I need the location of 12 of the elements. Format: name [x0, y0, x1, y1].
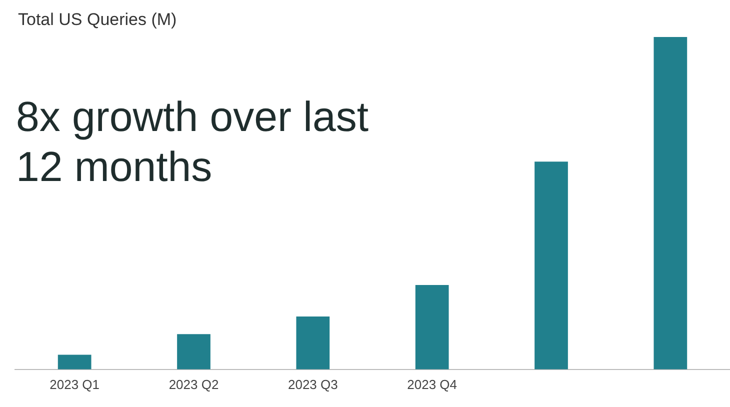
chart-title: Total US Queries (M): [18, 10, 177, 30]
x-tick-label: 2023 Q1: [50, 376, 100, 392]
x-tick-label: 2023 Q4: [407, 376, 458, 392]
bar: [296, 316, 330, 370]
x-tick-label: 2023 Q3: [288, 376, 338, 392]
bar: [58, 354, 92, 370]
text: 8x growth over last 12 months: [16, 92, 370, 192]
bar: [534, 162, 568, 370]
bar: [415, 284, 449, 370]
bar: [177, 334, 210, 370]
x-tick-label: 2023 Q2: [168, 376, 219, 392]
bar: [654, 37, 688, 370]
